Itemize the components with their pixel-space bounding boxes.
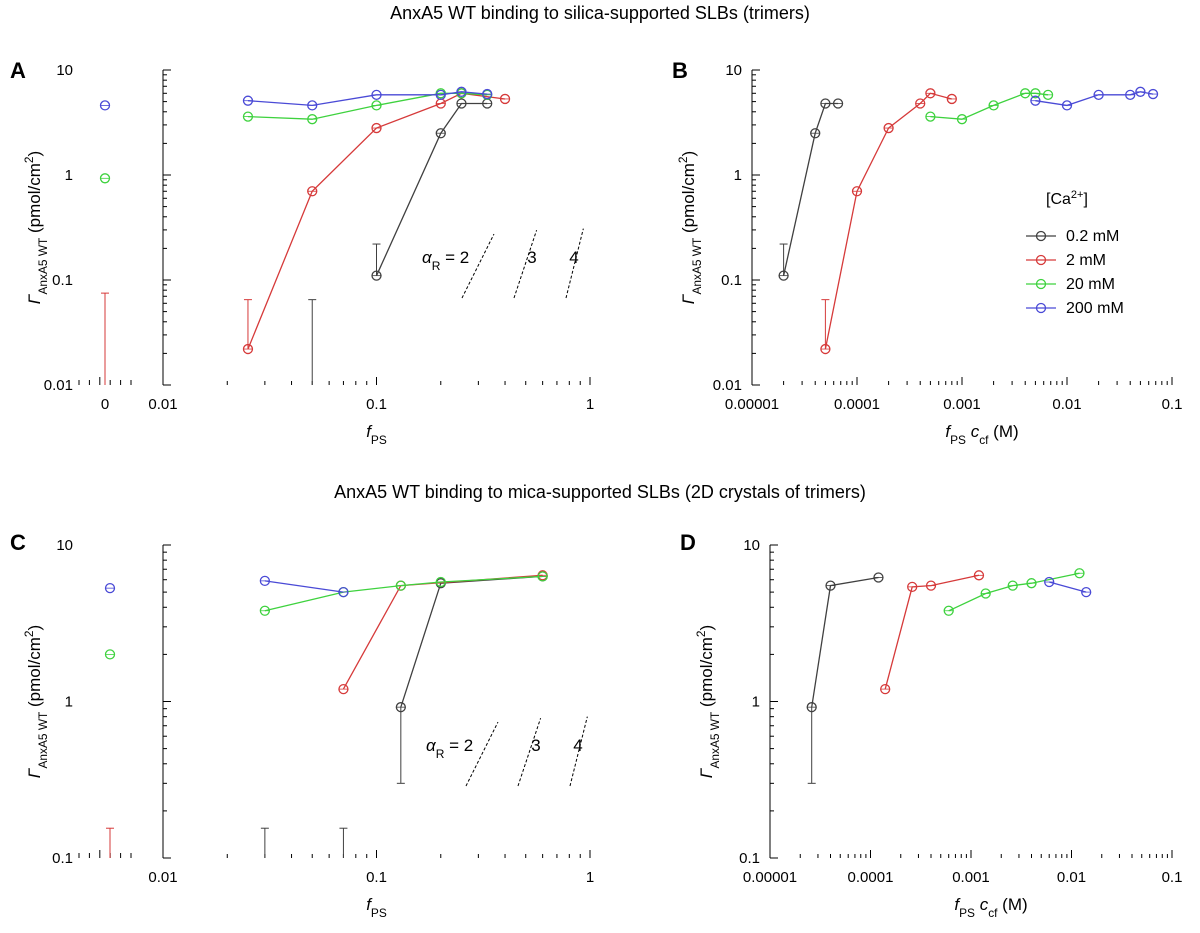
y-tick-label-b: 10 <box>725 62 742 79</box>
y-tick-label-d: 1 <box>752 694 760 711</box>
y-tick-label-d: 10 <box>743 537 760 554</box>
slope-line-c <box>569 716 588 787</box>
x-axis-label-d: fPS ccf (M) <box>954 895 1027 920</box>
y-axis-label-d: ΓAnxA5 WT (pmol/cm2) <box>694 625 722 778</box>
legend-entry-label: 200 mM <box>1066 300 1124 317</box>
y-tick-label-b: 0.1 <box>721 272 742 289</box>
series-line-b <box>782 102 839 276</box>
x-tick-label-a: 1 <box>586 396 594 413</box>
series-line-d <box>948 572 1080 612</box>
legend-swatch-marker <box>1035 302 1047 314</box>
slope-line-a <box>461 233 495 299</box>
series-line-a <box>247 92 488 120</box>
y-tick-label-c: 1 <box>65 694 73 711</box>
y-tick-label-d: 0.1 <box>739 850 760 867</box>
y-tick-label-c: 0.1 <box>52 850 73 867</box>
x-axis-label-b: fPS ccf (M) <box>945 422 1018 447</box>
x-tick-label-b: 0.00001 <box>725 396 779 413</box>
y-tick-label-a: 0.1 <box>52 272 73 289</box>
x-tick-label-b: 0.1 <box>1162 396 1183 413</box>
series-line-d <box>884 574 980 690</box>
slope-line-c <box>465 721 499 787</box>
legend-title: [Ca2+] <box>1046 189 1088 208</box>
panel-letter-d: D <box>680 530 696 555</box>
slope-line-a <box>565 228 584 299</box>
y-tick-label-b: 0.01 <box>713 377 742 394</box>
slope-label-3-c: 3 <box>531 736 540 755</box>
series-line-b <box>824 92 952 350</box>
slope-label-3-a: 3 <box>527 248 536 267</box>
x-axis-label-c: fPS <box>366 895 387 920</box>
panel-letter-b: B <box>672 58 688 83</box>
y-axis-label-b: ΓAnxA5 WT (pmol/cm2) <box>676 151 704 304</box>
series-line-c <box>400 575 543 708</box>
panel-letter-c: C <box>10 530 26 555</box>
y-tick-label-a: 10 <box>56 62 73 79</box>
y-axis-label-c: ΓAnxA5 WT (pmol/cm2) <box>22 625 50 778</box>
x-tick-label-b: 0.0001 <box>834 396 880 413</box>
x-axis-label-a: fPS <box>366 422 387 447</box>
legend-entry-label: 2 mM <box>1066 252 1106 269</box>
series-line-a <box>247 92 506 350</box>
y-tick-label-a: 0.01 <box>44 377 73 394</box>
series-line-a <box>375 102 488 276</box>
legend-entry-label: 20 mM <box>1066 276 1115 293</box>
x-tick-label-c: 0.01 <box>148 869 177 886</box>
slope-label-c: αR = 2 <box>426 736 473 761</box>
legend-entry-label: 0.2 mM <box>1066 228 1119 245</box>
y-tick-label-c: 10 <box>56 537 73 554</box>
x-tick-label-c: 1 <box>586 869 594 886</box>
legend-swatch-marker <box>1035 230 1047 242</box>
series-line-d <box>1049 581 1087 593</box>
legend-swatch-marker <box>1035 254 1047 266</box>
x-tick-label-a: 0.1 <box>366 396 387 413</box>
y-tick-label-b: 1 <box>734 167 742 184</box>
x-tick-label-d: 0.001 <box>952 869 990 886</box>
x-tick-label-d: 0.1 <box>1162 869 1183 886</box>
slope-line-c <box>517 718 542 787</box>
series-line-d <box>811 576 879 708</box>
y-tick-label-a: 1 <box>65 167 73 184</box>
legend-swatch-marker <box>1035 278 1047 290</box>
x-tick-label-d: 0.00001 <box>743 869 797 886</box>
x-tick-label-c: 0.1 <box>366 869 387 886</box>
x-tick-label-a: 0.01 <box>148 396 177 413</box>
top-section-title: AnxA5 WT binding to silica-supported SLB… <box>390 3 810 23</box>
x-tick-label-d: 0.01 <box>1057 869 1086 886</box>
bottom-section-title: AnxA5 WT binding to mica-supported SLBs … <box>334 482 866 502</box>
slope-label-4-c: 4 <box>573 736 582 755</box>
series-line-c <box>342 574 543 690</box>
x-tick-label-b: 0.01 <box>1052 396 1081 413</box>
x-tick-label-d: 0.0001 <box>848 869 894 886</box>
panel-letter-a: A <box>10 58 26 83</box>
slope-label-4-a: 4 <box>569 248 578 267</box>
x-tick-label-b: 0.001 <box>943 396 981 413</box>
zero-tick-label-a: 0 <box>101 396 109 413</box>
y-axis-label-a: ΓAnxA5 WT (pmol/cm2) <box>22 151 50 304</box>
series-line-c <box>264 580 344 593</box>
slope-label-a: αR = 2 <box>422 248 469 273</box>
slope-line-a <box>513 230 538 299</box>
